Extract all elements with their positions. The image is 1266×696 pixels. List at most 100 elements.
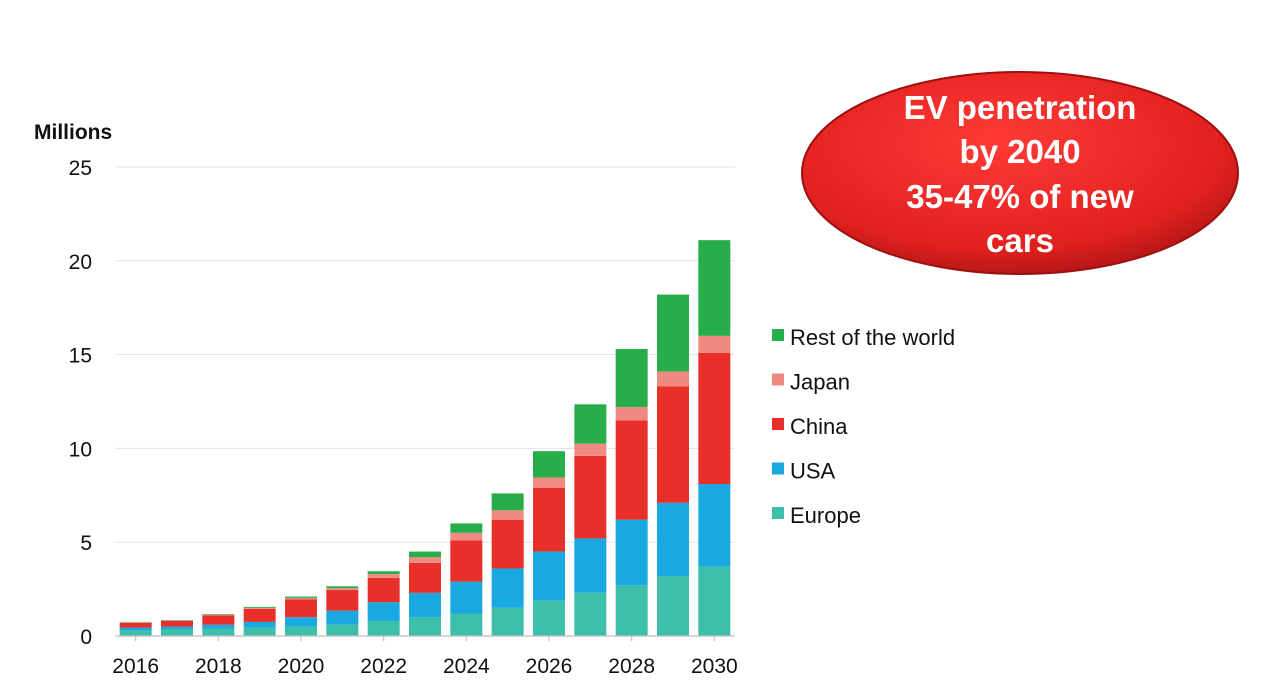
bar-china-2017 — [161, 620, 193, 627]
bar-usa-2021 — [326, 610, 359, 625]
bar-usa-2024 — [450, 581, 483, 614]
bar-rest-of-the-world-2024 — [450, 523, 483, 533]
bar-china-2020 — [285, 599, 317, 618]
bar-usa-2018 — [202, 624, 235, 629]
bar-china-2026 — [533, 487, 565, 552]
bar-china-2030 — [698, 352, 731, 485]
legend-item-europe: Europe — [772, 503, 861, 528]
x-tick-label: 2016 — [112, 655, 159, 678]
callout-line-3: 35-47% of new — [906, 178, 1134, 215]
y-tick-label: 0 — [80, 626, 92, 649]
bar-china-2024 — [450, 540, 483, 582]
bar-japan-2025 — [491, 510, 524, 520]
legend-item-japan: Japan — [772, 370, 850, 395]
bar-europe-2016 — [119, 630, 152, 636]
bar-rest-of-the-world-2019 — [243, 606, 276, 608]
y-tick-label: 5 — [80, 532, 92, 555]
bar-japan-2017 — [161, 620, 193, 621]
bar-europe-2028 — [615, 585, 648, 636]
bar-japan-2020 — [285, 597, 317, 600]
bar-japan-2019 — [243, 607, 276, 609]
bar-usa-2019 — [243, 621, 276, 628]
bar-china-2029 — [657, 386, 689, 503]
legend-item-rest-of-the-world: Rest of the world — [772, 325, 955, 350]
legend-label: Europe — [790, 503, 861, 528]
bar-usa-2016 — [119, 627, 152, 631]
callout-ellipse — [801, 71, 1239, 275]
bar-china-2028 — [615, 420, 648, 520]
legend-label: USA — [790, 459, 836, 484]
legend-item-usa: USA — [772, 459, 836, 484]
bar-china-2027 — [574, 455, 607, 539]
bar-europe-2029 — [657, 575, 689, 636]
bar-china-2016 — [119, 622, 152, 628]
bar-usa-2017 — [161, 626, 193, 630]
bars — [119, 240, 731, 636]
legend-swatch — [772, 329, 784, 341]
legend-label: Japan — [790, 370, 850, 395]
bar-europe-2024 — [450, 613, 483, 636]
y-tick-label: 20 — [69, 251, 92, 274]
bar-usa-2020 — [285, 617, 317, 627]
legend-label: Rest of the world — [790, 325, 955, 350]
bar-europe-2022 — [367, 620, 400, 636]
bar-rest-of-the-world-2020 — [285, 596, 317, 598]
bar-japan-2022 — [367, 574, 400, 578]
bar-japan-2018 — [202, 614, 235, 616]
bar-china-2025 — [491, 519, 524, 569]
bar-china-2019 — [243, 608, 276, 622]
bar-usa-2027 — [574, 538, 607, 593]
callout-badge: EV penetration by 2040 35-47% of new car… — [801, 71, 1239, 275]
bar-usa-2030 — [698, 484, 731, 567]
legend: Rest of the world Japan China USA Europe — [772, 325, 955, 528]
y-tick-label: 25 — [69, 157, 92, 180]
x-tick-label: 2026 — [526, 655, 573, 678]
bar-rest-of-the-world-2018 — [202, 614, 235, 615]
bar-europe-2026 — [533, 600, 565, 636]
bar-rest-of-the-world-2025 — [491, 493, 524, 511]
bar-japan-2026 — [533, 477, 565, 488]
bar-rest-of-the-world-2029 — [657, 294, 689, 372]
bar-japan-2016 — [119, 622, 152, 623]
callout-line-4: cars — [986, 222, 1054, 259]
x-tick-label: 2020 — [278, 655, 325, 678]
bar-japan-2027 — [574, 443, 607, 456]
bar-europe-2021 — [326, 624, 359, 636]
bar-europe-2020 — [285, 626, 317, 636]
x-tick-label: 2022 — [360, 655, 407, 678]
bar-rest-of-the-world-2021 — [326, 586, 359, 589]
legend-label: China — [790, 414, 848, 439]
bar-japan-2021 — [326, 588, 359, 591]
legend-swatch — [772, 373, 784, 386]
bar-rest-of-the-world-2028 — [615, 348, 648, 408]
bar-japan-2029 — [657, 371, 689, 387]
bar-europe-2017 — [161, 629, 193, 636]
legend-swatch — [772, 462, 784, 475]
bar-europe-2025 — [491, 607, 524, 636]
bar-japan-2024 — [450, 532, 483, 541]
bar-japan-2028 — [615, 407, 648, 421]
bar-usa-2029 — [657, 502, 689, 576]
bar-europe-2019 — [243, 627, 276, 636]
x-tick-label: 2030 — [691, 655, 738, 678]
bar-rest-of-the-world-2026 — [533, 451, 565, 478]
y-tick-label: 15 — [69, 345, 92, 368]
legend-swatch — [772, 507, 784, 519]
legend-swatch — [772, 418, 784, 430]
bar-japan-2023 — [409, 557, 441, 563]
bar-rest-of-the-world-2027 — [574, 404, 607, 444]
bar-europe-2018 — [202, 628, 235, 636]
y-axis: 0 5 10 15 20 25 Millions — [34, 121, 112, 649]
bar-usa-2025 — [491, 568, 524, 608]
legend-item-china: China — [772, 414, 848, 439]
x-axis: 2016 2018 2020 2022 2024 2026 2028 2030 — [112, 635, 738, 678]
y-tick-label: 10 — [69, 438, 92, 461]
bar-europe-2023 — [409, 617, 441, 636]
x-tick-label: 2024 — [443, 655, 490, 678]
callout-line-2: by 2040 — [959, 133, 1080, 170]
bar-china-2023 — [409, 562, 441, 593]
y-axis-unit-label: Millions — [34, 121, 112, 144]
bar-rest-of-the-world-2023 — [409, 551, 441, 558]
bar-china-2021 — [326, 590, 359, 611]
callout-line-1: EV penetration — [904, 89, 1137, 126]
